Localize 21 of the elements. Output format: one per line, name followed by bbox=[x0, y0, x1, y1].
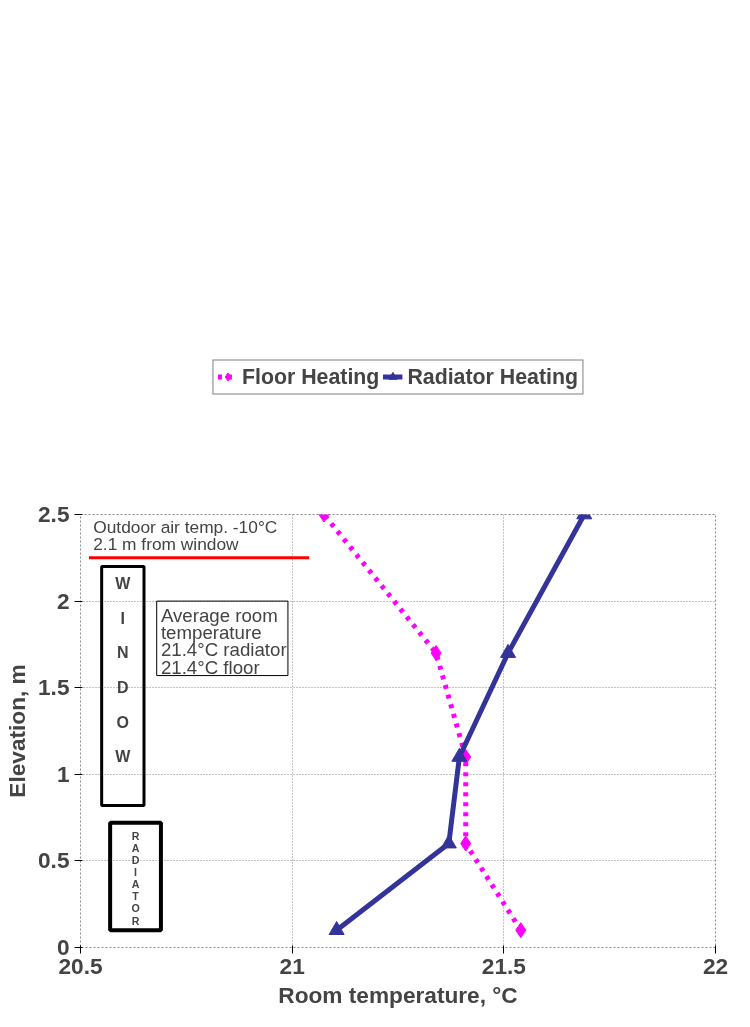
point bbox=[430, 645, 442, 662]
point bbox=[328, 921, 345, 936]
legend-label: Floor Heating bbox=[241, 364, 380, 390]
y-tick-label: 1.5 bbox=[38, 674, 70, 701]
y-tick-label: 2 bbox=[56, 587, 70, 614]
x-axis-title: Room temperature, °C bbox=[278, 981, 518, 1008]
y-tick-label: 0.5 bbox=[38, 847, 70, 874]
annotation: 21.4°C floor bbox=[160, 656, 260, 678]
x-tick-label: 21.5 bbox=[481, 952, 526, 979]
x-tick-label: 22 bbox=[702, 952, 729, 979]
y-tick-label: 1 bbox=[56, 760, 70, 787]
annotation: RADIATOR bbox=[131, 829, 140, 927]
annotation: WINDOW bbox=[115, 575, 132, 766]
x-tick-label: 21 bbox=[279, 952, 305, 979]
legend-label: Radiator Heating bbox=[407, 364, 579, 390]
y-axis-title: Elevation, m bbox=[4, 664, 30, 798]
point bbox=[440, 834, 457, 849]
annotation: Average room temperature bbox=[160, 604, 278, 643]
annotation: Outdoor air temp. -10°C bbox=[93, 517, 278, 538]
point bbox=[460, 835, 472, 852]
y-tick-label: 2.5 bbox=[38, 501, 70, 527]
